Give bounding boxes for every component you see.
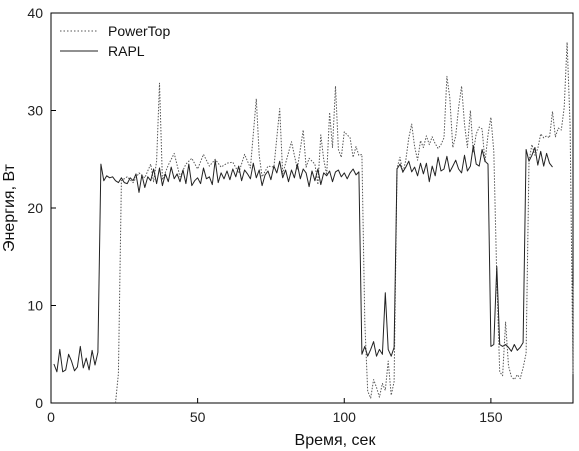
legend: PowerTop RAPL bbox=[60, 23, 170, 59]
x-tick-label: 50 bbox=[190, 409, 206, 425]
y-tick-label: 20 bbox=[27, 200, 43, 216]
x-tick-label: 100 bbox=[333, 409, 357, 425]
legend-label-powertop: PowerTop bbox=[108, 23, 170, 39]
x-axis-title: Время, сек bbox=[295, 432, 377, 449]
legend-label-rapl: RAPL bbox=[108, 43, 145, 59]
plot-frame bbox=[50, 12, 574, 404]
x-tick-label: 150 bbox=[479, 409, 503, 425]
y-tick-label: 30 bbox=[27, 103, 43, 119]
y-axis-title: Энергия, Вт bbox=[1, 163, 18, 252]
y-tick-label: 40 bbox=[27, 5, 43, 21]
x-tick-label: 0 bbox=[47, 409, 55, 425]
y-tick-label: 0 bbox=[35, 395, 43, 411]
series-line-powertop bbox=[115, 41, 574, 404]
series-line-rapl bbox=[53, 145, 553, 373]
y-tick-label: 10 bbox=[27, 298, 43, 314]
ticks-layer: 0 50 100 150 0 10 20 30 40 bbox=[27, 5, 502, 425]
series-layer bbox=[53, 41, 574, 404]
